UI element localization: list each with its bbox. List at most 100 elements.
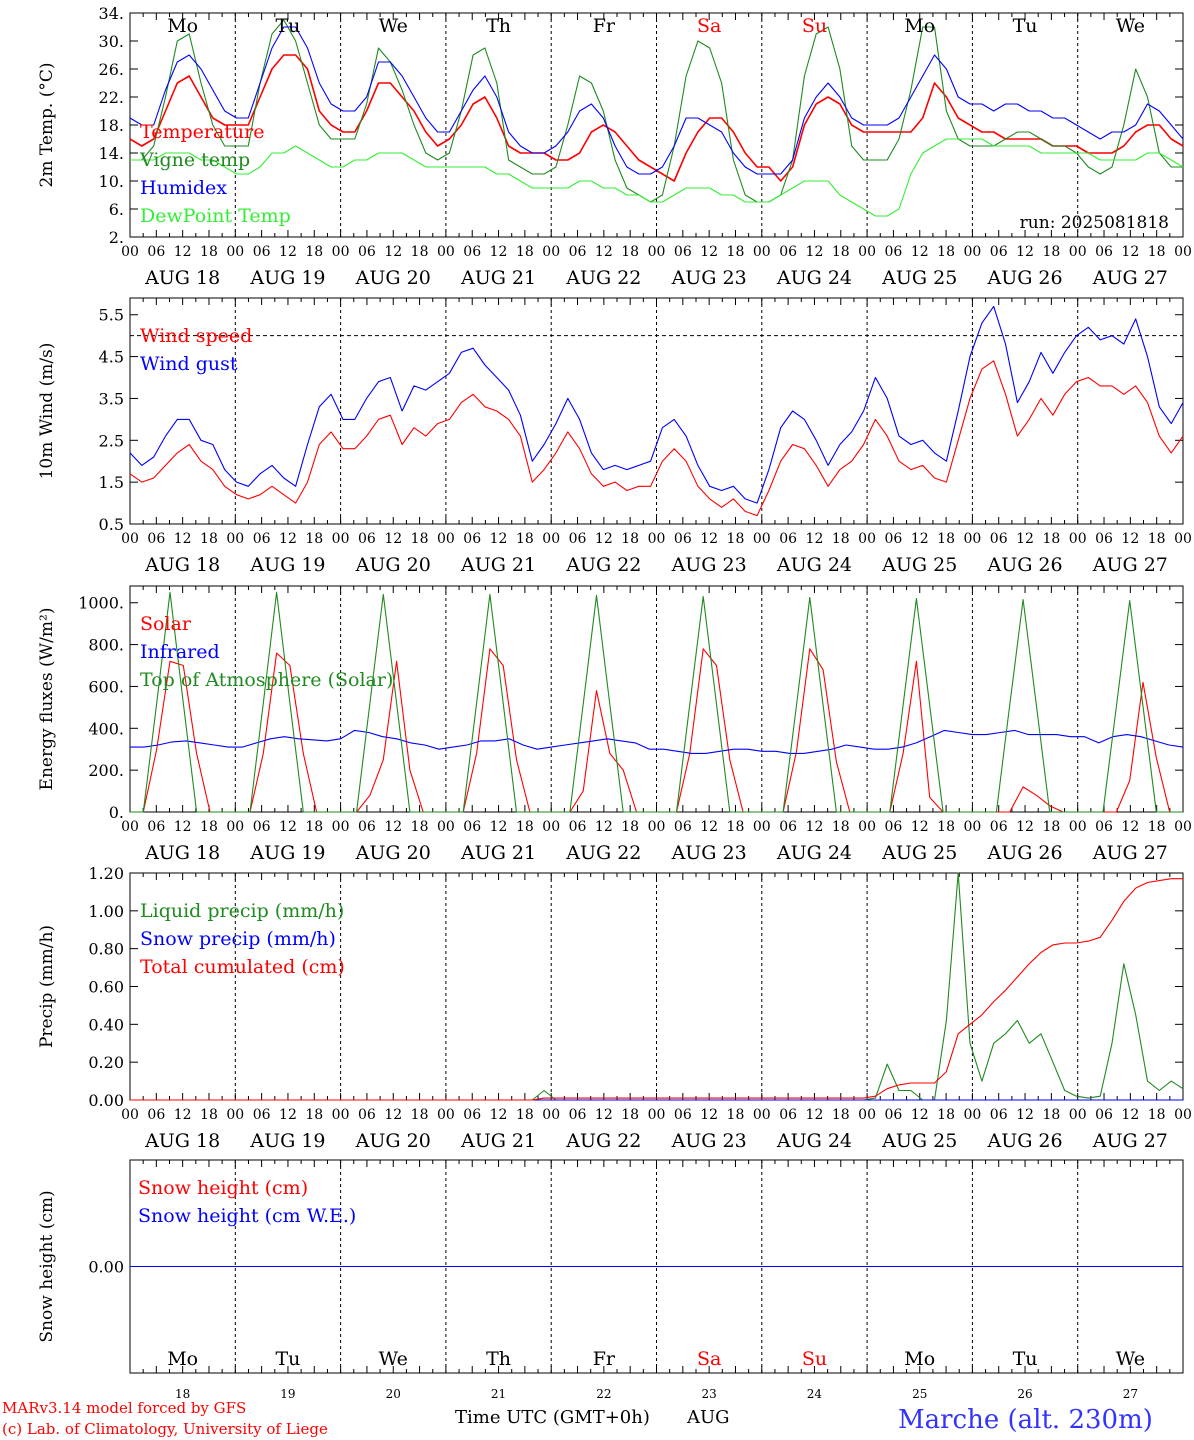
hour-label: 06: [674, 244, 692, 260]
date-label: AUG 24: [776, 554, 852, 576]
hour-label: 00: [437, 244, 455, 260]
day-number-label: 21: [491, 1387, 506, 1401]
hour-label: 18: [1148, 244, 1166, 260]
panel-precip: 0.00 0.20 0.40 0.60 0.80 1.00 1.20 Precip (mm/h…: [37, 864, 1192, 1152]
hour-label: 06: [674, 1107, 692, 1123]
hour-label: 18: [200, 1107, 218, 1123]
hour-label: 00: [121, 531, 139, 547]
date-label: AUG 20: [355, 1130, 431, 1152]
date-label: AUG 27: [1092, 1130, 1168, 1152]
hour-label: 00: [963, 1107, 981, 1123]
y-tick-label: 400.: [88, 719, 124, 738]
hour-label: 06: [990, 819, 1008, 835]
hour-label: 12: [384, 819, 402, 835]
hour-label: 00: [648, 819, 666, 835]
hour-label: 12: [384, 244, 402, 260]
hour-label: 00: [121, 1107, 139, 1123]
hour-label: 00: [332, 531, 350, 547]
hour-label: 18: [621, 1107, 639, 1123]
hour-label: 18: [937, 1107, 955, 1123]
hour-label: 06: [779, 244, 797, 260]
hour-label: 18: [411, 244, 429, 260]
panel-energy: 0. 200. 400. 600. 800. 1000. Energy fluxes (W/…: [37, 585, 1192, 864]
hour-label: 18: [305, 1107, 323, 1123]
hour-label: 18: [937, 531, 955, 547]
series-line-infrared: [130, 729, 1184, 754]
hour-label: 12: [1121, 244, 1139, 260]
hour-label: 18: [832, 244, 850, 260]
y-axis-title: Precip (mm/h): [37, 925, 57, 1048]
hour-label: 18: [1042, 1107, 1060, 1123]
date-label: AUG 19: [249, 1130, 325, 1152]
date-label: AUG 19: [249, 267, 325, 289]
hour-label: 18: [1042, 531, 1060, 547]
hour-label: 00: [963, 244, 981, 260]
hour-label: 00: [121, 244, 139, 260]
hour-label: 12: [806, 531, 824, 547]
date-label: AUG 18: [144, 554, 220, 576]
day-number-label: 19: [280, 1387, 295, 1401]
hour-label: 00: [1069, 244, 1087, 260]
weekday-label: We: [1116, 1348, 1145, 1370]
hour-label: 18: [1148, 531, 1166, 547]
y-axis-title: 10m Wind (m/s): [37, 343, 57, 480]
y-tick-label: 0.40: [88, 1015, 124, 1034]
hour-label: 18: [411, 819, 429, 835]
date-label: AUG 27: [1092, 267, 1168, 289]
hour-label: 12: [595, 819, 613, 835]
hour-label: 00: [753, 819, 771, 835]
weekday-label: Mo: [904, 15, 935, 37]
hour-label: 12: [279, 819, 297, 835]
hour-label: 12: [595, 244, 613, 260]
hour-label: 06: [1095, 531, 1113, 547]
hour-label: 00: [1069, 819, 1087, 835]
date-label: AUG 25: [881, 1130, 957, 1152]
legend-entry: Top of Atmosphere (Solar): [140, 669, 393, 691]
date-label: AUG 25: [881, 554, 957, 576]
hour-label: 00: [542, 1107, 560, 1123]
y-axis-title: 2m Temp. (°C): [37, 62, 57, 187]
x-axis-month: AUG: [686, 1407, 730, 1428]
hour-label: 18: [516, 819, 534, 835]
weekday-label: Tu: [1013, 1348, 1038, 1370]
hour-label: 06: [569, 244, 587, 260]
x-axis-label: Time UTC (GMT+0h): [455, 1407, 650, 1428]
hour-label: 06: [1095, 1107, 1113, 1123]
y-tick-label: 2.: [109, 228, 124, 247]
hour-label: 18: [411, 531, 429, 547]
hour-label: 00: [963, 531, 981, 547]
hour-label: 00: [226, 819, 244, 835]
day-number-label: 20: [386, 1387, 401, 1401]
hour-label: 18: [1042, 819, 1060, 835]
hour-label: 12: [174, 244, 192, 260]
hour-label: 12: [806, 1107, 824, 1123]
hour-label: 18: [305, 819, 323, 835]
date-label: AUG 22: [565, 554, 641, 576]
hour-label: 18: [1042, 244, 1060, 260]
hour-label: 00: [648, 1107, 666, 1123]
hour-label: 12: [1016, 531, 1034, 547]
hour-label: 00: [332, 819, 350, 835]
hour-label: 12: [174, 1107, 192, 1123]
hour-label: 00: [753, 531, 771, 547]
hour-label: 06: [885, 1107, 903, 1123]
hour-label: 06: [463, 819, 481, 835]
weekday-label: Mo: [167, 15, 198, 37]
date-label: AUG 25: [881, 267, 957, 289]
date-label: AUG 26: [986, 1130, 1062, 1152]
series-line-wind-speed: [129, 360, 1184, 517]
hour-label: 00: [542, 244, 560, 260]
hour-label: 12: [490, 1107, 508, 1123]
hour-label: 00: [858, 1107, 876, 1123]
date-label: AUG 23: [671, 1130, 747, 1152]
y-tick-label: 4.5: [99, 348, 124, 367]
date-label: AUG 26: [986, 267, 1062, 289]
hour-label: 12: [384, 1107, 402, 1123]
series-line-dewpoint-temp: [130, 138, 1184, 217]
day-number-label: 18: [175, 1387, 190, 1401]
hour-label: 12: [1121, 819, 1139, 835]
hour-label: 12: [806, 244, 824, 260]
footer-model-text: MARv3.14 model forced by GFS: [2, 1399, 246, 1417]
y-tick-label: 1.5: [99, 473, 124, 492]
legend-entry: Snow height (cm): [138, 1177, 308, 1199]
